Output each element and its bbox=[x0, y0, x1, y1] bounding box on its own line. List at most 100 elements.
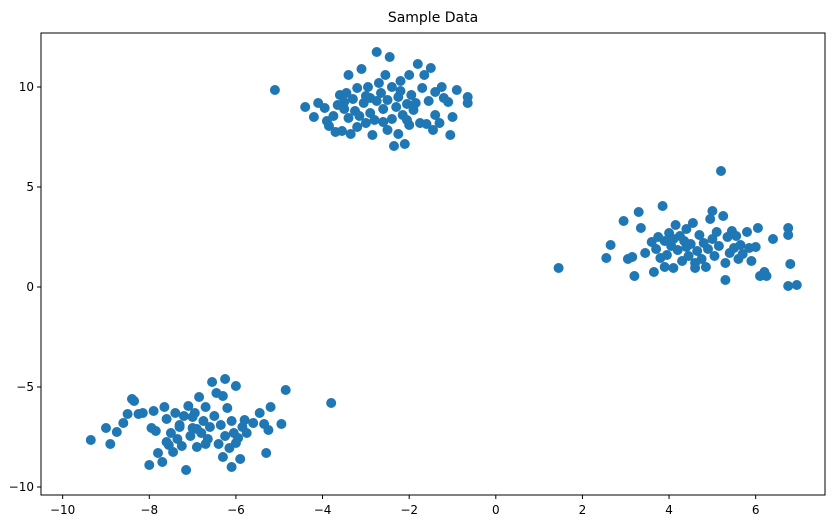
data-point bbox=[178, 411, 189, 421]
x-tick-label: −10 bbox=[50, 503, 75, 517]
data-point bbox=[101, 423, 111, 433]
data-point bbox=[191, 442, 202, 452]
data-point bbox=[378, 104, 389, 114]
data-point bbox=[707, 206, 718, 216]
data-point bbox=[308, 112, 319, 122]
data-point bbox=[194, 392, 205, 402]
data-point bbox=[384, 52, 395, 62]
data-point bbox=[657, 201, 668, 211]
data-point bbox=[605, 240, 616, 250]
data-point bbox=[731, 231, 742, 241]
data-point bbox=[668, 263, 679, 273]
data-point bbox=[648, 267, 659, 277]
data-point bbox=[153, 448, 163, 458]
data-point bbox=[369, 115, 380, 125]
data-point bbox=[404, 70, 415, 80]
data-point bbox=[217, 391, 228, 401]
data-point bbox=[750, 242, 761, 252]
data-point bbox=[213, 439, 224, 449]
data-point bbox=[410, 98, 421, 108]
data-point bbox=[399, 139, 410, 149]
x-axis: −10 −8 −6 −4 −2 0 2 4 6 bbox=[50, 495, 760, 517]
data-point bbox=[705, 214, 716, 224]
data-point bbox=[683, 251, 694, 261]
data-point bbox=[230, 381, 241, 391]
data-point bbox=[337, 126, 347, 136]
data-point bbox=[601, 253, 612, 263]
y-tick-label: −5 bbox=[16, 380, 34, 394]
data-point bbox=[382, 95, 393, 105]
data-point bbox=[391, 102, 402, 112]
data-point bbox=[118, 418, 129, 428]
data-point bbox=[659, 262, 670, 272]
data-point bbox=[191, 424, 202, 434]
data-point bbox=[85, 435, 96, 445]
data-point bbox=[713, 241, 724, 251]
data-point bbox=[783, 223, 794, 233]
data-point bbox=[419, 70, 430, 80]
data-point bbox=[635, 223, 646, 233]
x-tick-label: 4 bbox=[665, 503, 673, 517]
y-tick-label: 5 bbox=[26, 180, 34, 194]
x-tick-label: 0 bbox=[492, 503, 500, 517]
data-point bbox=[395, 76, 406, 86]
data-point bbox=[265, 402, 276, 412]
data-point bbox=[150, 426, 161, 436]
data-point bbox=[345, 129, 356, 139]
data-point bbox=[421, 119, 432, 129]
data-point bbox=[451, 85, 462, 95]
data-point bbox=[367, 130, 378, 140]
data-point bbox=[343, 113, 354, 123]
data-point bbox=[356, 64, 367, 74]
data-point bbox=[226, 462, 237, 472]
data-point bbox=[181, 465, 192, 475]
data-point bbox=[633, 207, 644, 217]
data-point bbox=[235, 454, 246, 464]
data-point bbox=[618, 216, 629, 226]
y-tick-label: 0 bbox=[26, 280, 34, 294]
data-point bbox=[360, 118, 371, 128]
data-point bbox=[324, 121, 334, 131]
data-point bbox=[261, 448, 272, 458]
data-point bbox=[672, 245, 683, 255]
data-point bbox=[248, 418, 259, 428]
data-point bbox=[425, 63, 436, 73]
data-point bbox=[378, 117, 389, 127]
data-point bbox=[791, 280, 802, 290]
data-point bbox=[737, 249, 748, 259]
plot-frame bbox=[40, 32, 826, 496]
y-tick-label: −10 bbox=[9, 480, 34, 494]
data-point bbox=[347, 94, 358, 104]
x-tick-label: 2 bbox=[579, 503, 587, 517]
data-point bbox=[129, 396, 140, 406]
data-point bbox=[339, 104, 350, 114]
data-point bbox=[445, 130, 456, 140]
data-point bbox=[220, 431, 231, 441]
data-point bbox=[376, 88, 386, 98]
data-point bbox=[681, 224, 692, 234]
data-point bbox=[443, 97, 454, 107]
data-point bbox=[707, 234, 718, 244]
data-point bbox=[785, 259, 796, 269]
data-point bbox=[386, 114, 397, 124]
data-point bbox=[703, 244, 713, 254]
data-point bbox=[263, 425, 274, 435]
data-point bbox=[720, 275, 731, 285]
data-point bbox=[165, 428, 176, 438]
data-point bbox=[386, 82, 397, 92]
data-point bbox=[207, 377, 218, 387]
data-point bbox=[412, 59, 423, 69]
data-point bbox=[690, 258, 701, 268]
x-tick-label: −6 bbox=[227, 503, 245, 517]
data-point bbox=[783, 281, 794, 291]
data-point bbox=[402, 115, 412, 125]
data-point bbox=[341, 88, 352, 98]
data-point bbox=[215, 420, 226, 430]
data-point bbox=[661, 250, 672, 260]
data-point bbox=[241, 428, 252, 438]
data-point bbox=[105, 439, 116, 449]
data-point bbox=[319, 103, 330, 113]
data-point bbox=[217, 452, 228, 462]
x-tick-label: −8 bbox=[140, 503, 158, 517]
data-point bbox=[761, 271, 772, 281]
